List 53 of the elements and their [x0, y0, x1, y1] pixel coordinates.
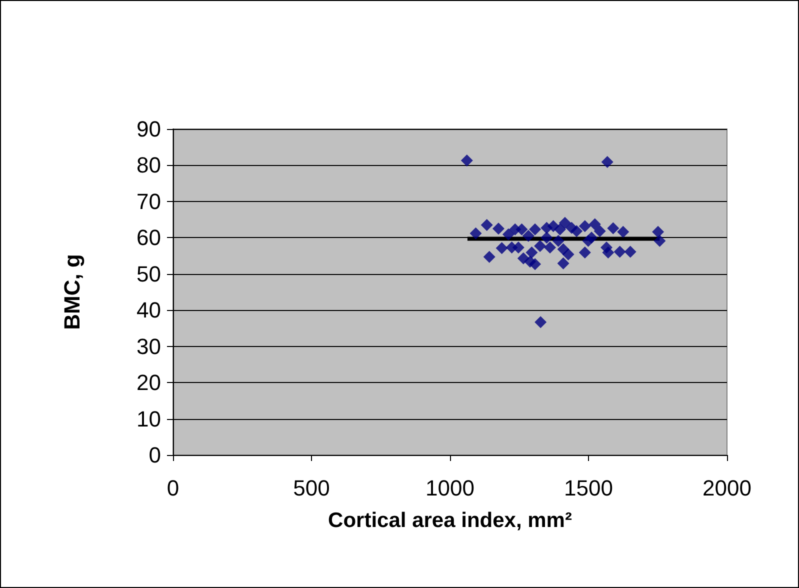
x-tick-label: 2000: [702, 476, 752, 500]
point: [624, 246, 636, 258]
y-tick-label: 10: [136, 406, 161, 432]
point: [460, 154, 473, 167]
point: [506, 241, 518, 254]
y-tick-label: 60: [136, 225, 161, 250]
point: [558, 216, 571, 229]
x-axis-title: Cortical area index, mm²: [328, 509, 572, 532]
y-tick-label: 30: [136, 334, 161, 359]
point: [614, 246, 626, 258]
point: [552, 234, 564, 247]
point: [617, 226, 630, 238]
y-tick-label: 20: [136, 370, 161, 396]
x-tick-label: 1000: [426, 476, 474, 500]
x-tick-label: 0: [166, 476, 180, 500]
y-tick-label: 40: [136, 298, 161, 323]
point: [654, 234, 666, 247]
y-axis-title: BMC, g: [60, 254, 84, 330]
y-tick-label: 70: [136, 188, 161, 214]
y-tick-label: 80: [136, 152, 161, 178]
point: [594, 225, 606, 238]
point: [607, 222, 620, 234]
point: [578, 220, 591, 232]
point: [529, 223, 542, 236]
x-tick-label: 1500: [564, 476, 613, 500]
y-tick-label: 50: [136, 261, 161, 286]
point: [483, 250, 496, 263]
point: [562, 248, 574, 260]
point: [578, 246, 591, 259]
point: [557, 257, 570, 270]
point: [544, 241, 556, 254]
y-tick-label: 90: [136, 116, 161, 142]
point: [522, 230, 534, 242]
point: [554, 223, 566, 236]
point: [570, 225, 583, 238]
point: [601, 156, 614, 168]
point: [534, 316, 547, 328]
point: [502, 228, 514, 240]
point: [586, 232, 598, 244]
point: [588, 218, 601, 230]
point: [540, 232, 553, 244]
point: [526, 246, 538, 259]
point: [529, 258, 542, 270]
y-tick-label: 0: [148, 442, 161, 468]
point: [470, 227, 482, 240]
point: [480, 218, 493, 231]
point: [534, 240, 546, 252]
point: [492, 222, 504, 235]
point: [652, 226, 664, 238]
point: [600, 241, 613, 254]
point: [496, 242, 508, 254]
point: [516, 223, 528, 236]
x-tick-label: 500: [293, 476, 330, 500]
